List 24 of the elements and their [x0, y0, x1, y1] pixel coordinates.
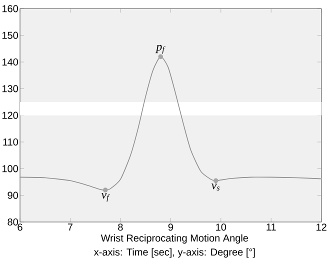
y-tick-label: 120: [2, 112, 18, 119]
annotation: v$_{f}$: [101, 192, 110, 202]
x-tick-label: 8: [118, 224, 123, 231]
x-tick-label: 10: [216, 224, 226, 231]
y-tick-label: 100: [2, 165, 18, 172]
x-tick-label: 6: [18, 224, 22, 231]
x-tick-label: 12: [316, 224, 326, 231]
y-tick-label: 140: [2, 58, 18, 66]
y-tick-label: 80: [8, 218, 18, 226]
annotation: p$_{f}$: [155, 44, 166, 54]
point: [102, 188, 108, 192]
y-tick-label: 110: [3, 138, 18, 146]
point: [158, 54, 164, 60]
annotation: v$_{s}$: [211, 184, 220, 191]
x-tick-label: 11: [266, 224, 276, 230]
x-tick-label: 7: [68, 224, 73, 230]
y-tick-label: 150: [2, 32, 18, 39]
text: x-axis: Time [sec], y-axis: Degree [°]: [94, 248, 255, 258]
point: [213, 178, 218, 184]
x-tick-label: 9: [168, 224, 173, 231]
text: Wrist Reciprocating Motion Angle: [100, 234, 248, 244]
y-tick-label: 90: [8, 192, 18, 199]
y-tick-label: 130: [2, 85, 18, 92]
y-tick-label: 160: [2, 5, 18, 12]
